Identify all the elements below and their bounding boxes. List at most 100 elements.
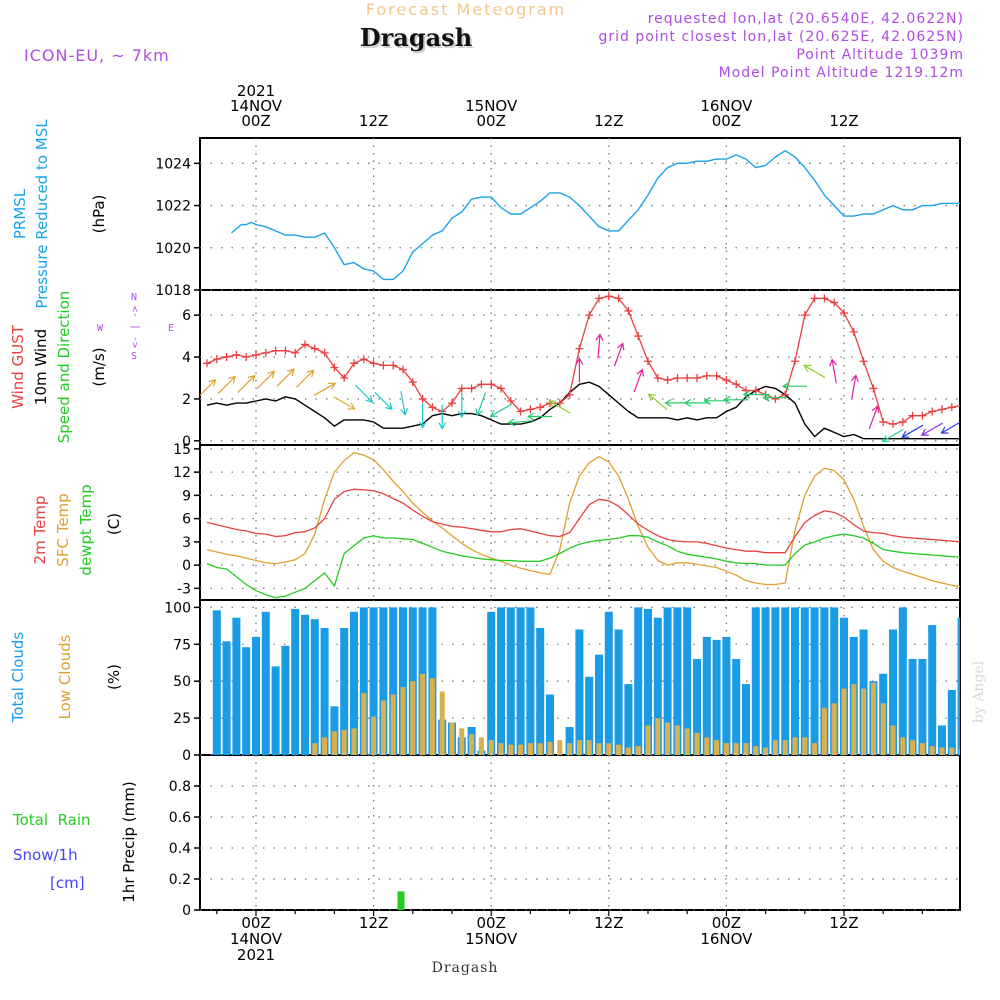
- low-cloud-bar: [635, 746, 641, 755]
- pressure-unit: (hPa): [90, 195, 108, 234]
- low-cloud-bar: [812, 743, 818, 755]
- gust-marker: [487, 380, 496, 389]
- gust-marker: [242, 353, 251, 362]
- gust-marker: [291, 348, 300, 357]
- compass-legend: W <- | -> N S E: [97, 292, 174, 362]
- gust-marker: [497, 384, 505, 393]
- y-tick-label-precip: 0.2: [169, 872, 191, 888]
- low-cloud-bar: [576, 740, 582, 755]
- wind-direction-arrow: [940, 421, 960, 434]
- total-cloud-bar: [722, 636, 731, 755]
- gust-marker: [389, 361, 398, 370]
- compass-south: S: [131, 351, 137, 362]
- total-cloud-bar: [712, 639, 721, 755]
- model-altitude: Model Point Altitude 1219.12m: [719, 65, 964, 81]
- low-cloud-bar: [498, 743, 504, 755]
- total-cloud-bar: [918, 659, 927, 755]
- total-cloud-bar: [340, 628, 349, 755]
- low-cloud-bar: [723, 743, 729, 755]
- gust-marker: [203, 359, 211, 368]
- wind-direction-arrow: [527, 412, 553, 421]
- total-cloud-bar: [761, 607, 770, 755]
- total-cloud-bar: [634, 607, 643, 755]
- gust-marker: [683, 373, 692, 382]
- total-cloud-bar: [673, 607, 682, 755]
- low-cloud-bar: [606, 743, 612, 755]
- total-cloud-bar: [242, 647, 251, 755]
- gust-marker: [232, 350, 241, 359]
- total-cloud-bar: [310, 619, 319, 755]
- gust-marker: [369, 359, 378, 368]
- time-label-bottom: 12Z: [829, 914, 858, 932]
- wind-direction-arrow: [418, 403, 427, 429]
- gust-marker: [330, 363, 339, 372]
- low-cloud-bar: [939, 747, 945, 755]
- gust-marker: [350, 359, 358, 368]
- temp-2m-line: [206, 488, 960, 554]
- total-cloud-bar: [301, 614, 309, 755]
- y-tick-label-precip: 0: [182, 903, 191, 919]
- total-cloud-bar: [595, 654, 603, 755]
- wind-10m-label: 10m Wind: [32, 329, 50, 405]
- low-cloud-bar: [949, 747, 955, 755]
- wind-direction-arrow: [507, 418, 533, 427]
- low-cloud-bar: [929, 746, 935, 755]
- gust-marker: [301, 340, 309, 349]
- gust-marker: [751, 386, 760, 395]
- low-cloud-bar: [439, 691, 445, 755]
- wind-direction-arrow: [237, 374, 256, 394]
- total-cloud-bar: [585, 676, 594, 755]
- low-cloud-bar: [361, 693, 367, 755]
- gust-marker: [869, 384, 878, 393]
- total-cloud-bar: [938, 725, 946, 755]
- total-cloud-bar: [624, 684, 633, 755]
- pressure-label: PRMSL: [11, 188, 29, 239]
- total-cloud-bar: [781, 607, 790, 755]
- low-cloud-bar: [322, 737, 328, 755]
- low-cloud-bar: [312, 743, 318, 755]
- low-cloud-bar: [861, 688, 867, 755]
- grid-point-coordinates: grid point closest lon,lat (20.625E, 42.…: [598, 29, 964, 45]
- wind-direction-arrow: [829, 358, 838, 384]
- wind-direction-arrow: [595, 333, 604, 359]
- total-cloud-bar: [575, 629, 584, 755]
- total-cloud-bar: [369, 607, 378, 755]
- gust-marker: [428, 403, 437, 412]
- gust-marker: [340, 373, 349, 382]
- wind-direction-arrow: [457, 393, 466, 419]
- wind-direction-arrow: [781, 382, 807, 391]
- gust-marker: [634, 332, 643, 341]
- total-cloud-bar: [732, 659, 741, 755]
- wind-direction-arrow: [256, 370, 276, 389]
- clouds-unit: (%): [105, 664, 123, 690]
- total-cloud-bar: [840, 617, 848, 755]
- low-cloud-bar: [704, 737, 710, 755]
- gust-marker: [938, 405, 946, 414]
- low-cloud-bar: [694, 732, 700, 755]
- gust-marker: [889, 420, 897, 429]
- gust-marker: [467, 384, 476, 393]
- gust-marker: [947, 403, 956, 412]
- station-title-shadow: Dragash: [362, 25, 474, 54]
- wind-direction-arrow: [276, 368, 295, 387]
- low-cloud-bar: [890, 725, 896, 755]
- dewpt-temp-line: [206, 533, 960, 599]
- low-cloud-bar: [586, 740, 592, 755]
- total-cloud-bar: [644, 608, 652, 755]
- gust-marker: [722, 376, 731, 385]
- low-cloud-bar: [959, 749, 960, 755]
- wind-unit: (m/s): [90, 347, 108, 386]
- wind-direction-arrow: [683, 398, 709, 407]
- total-cloud-bar: [565, 727, 574, 755]
- y-tick-label-clouds: 0: [182, 748, 191, 764]
- gust-marker: [320, 348, 329, 357]
- wind-direction-arrow: [901, 424, 924, 438]
- gust-marker: [379, 361, 388, 370]
- gust-marker: [840, 309, 848, 318]
- low-cloud-bar: [616, 744, 622, 755]
- total-cloud-bar: [261, 611, 270, 755]
- pressure-panel: [199, 137, 961, 291]
- low-clouds-label: Low Clouds: [56, 634, 74, 719]
- low-cloud-bar: [596, 743, 602, 755]
